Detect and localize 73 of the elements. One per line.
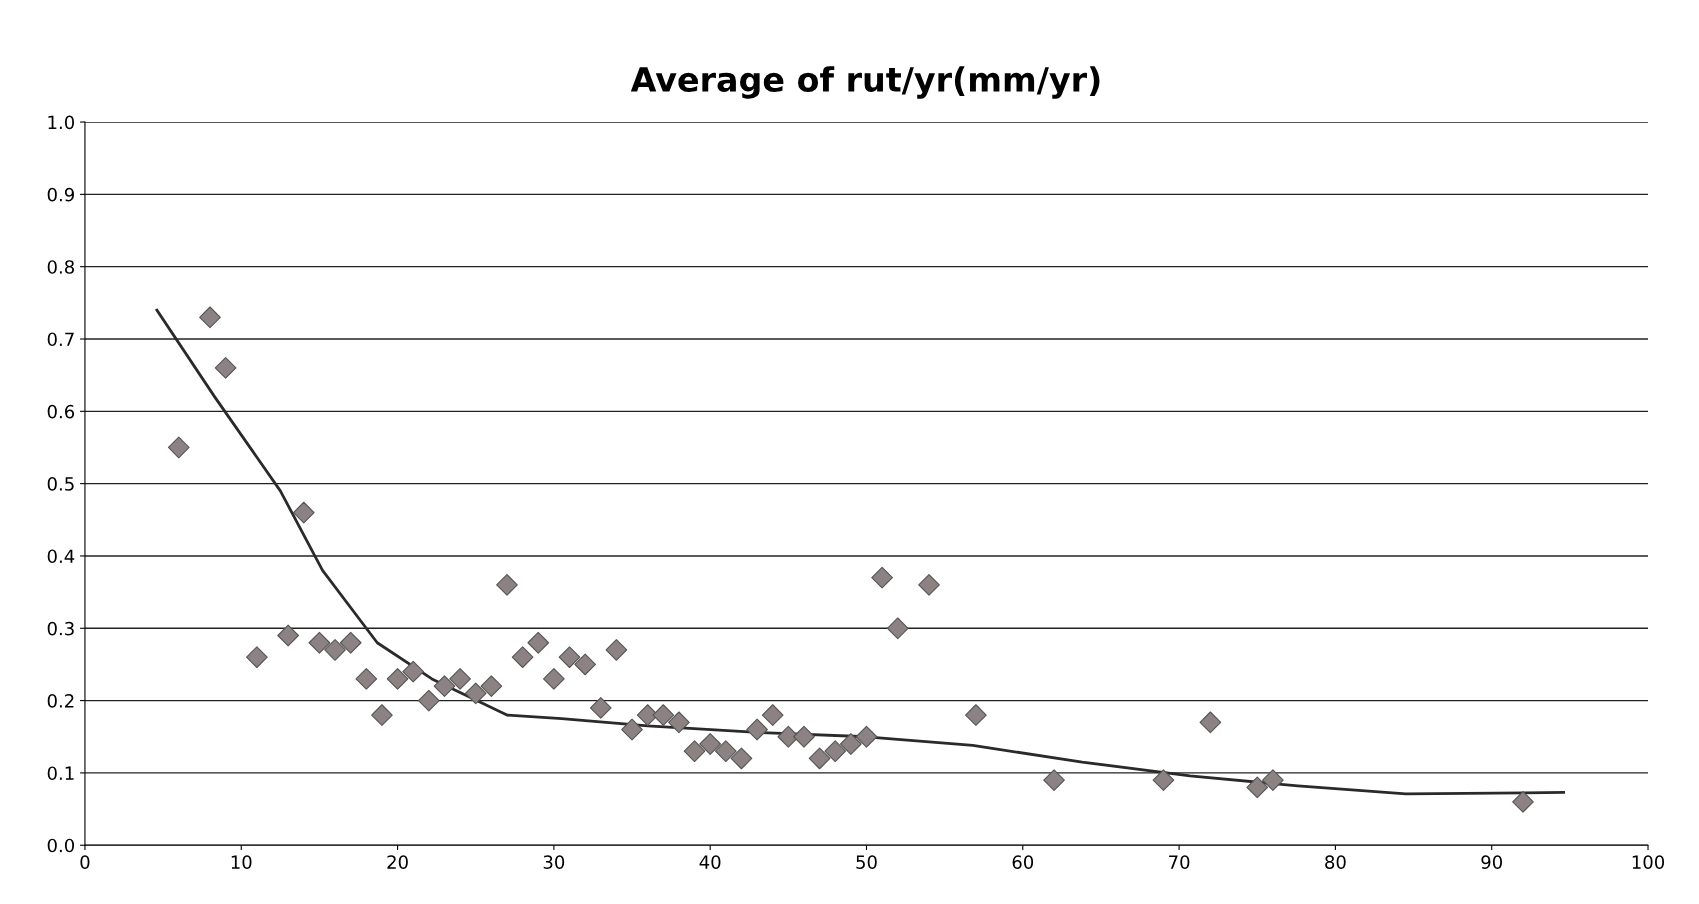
point <box>871 566 893 589</box>
x-tick-label: 100 <box>1632 855 1665 869</box>
point <box>464 682 487 705</box>
x-tick-label: 30 <box>543 855 565 869</box>
point <box>496 574 518 596</box>
point <box>433 675 456 697</box>
point <box>511 646 534 669</box>
point <box>1152 769 1175 792</box>
point <box>371 704 393 726</box>
point <box>1262 769 1284 792</box>
x-tick-label: 40 <box>699 855 721 869</box>
point <box>652 704 675 726</box>
point <box>965 704 987 726</box>
point <box>449 668 471 690</box>
point <box>402 660 425 683</box>
y-tick-label: 0.1 <box>47 766 74 781</box>
y-tick-label: 0.5 <box>47 477 74 491</box>
point <box>339 631 362 654</box>
point <box>1199 711 1222 734</box>
y-tick-label: 0.9 <box>47 187 74 202</box>
point <box>199 306 221 329</box>
point <box>527 631 550 654</box>
point <box>840 733 862 755</box>
point <box>324 639 346 661</box>
point <box>621 718 643 741</box>
y-tick-label: 0.2 <box>47 694 74 708</box>
x-tick-label: 90 <box>1481 855 1503 869</box>
point <box>214 357 237 379</box>
point <box>543 668 565 690</box>
y-tick-label: 0.6 <box>47 404 75 419</box>
point <box>605 639 628 661</box>
y-tick-label: 0.0 <box>47 838 75 853</box>
y-tick-label: 0.7 <box>47 332 74 347</box>
y-tick-label: 0.3 <box>47 621 74 636</box>
point <box>246 646 268 669</box>
point <box>167 436 190 459</box>
x-tick-label: 50 <box>856 855 877 869</box>
point <box>746 718 768 741</box>
point <box>480 675 503 697</box>
x-tick-label: 10 <box>231 855 252 869</box>
point <box>1512 790 1534 813</box>
y-tick-label: 0.8 <box>47 260 74 274</box>
point <box>355 668 378 690</box>
point <box>1246 776 1269 799</box>
point <box>886 617 909 640</box>
point <box>1043 769 1065 792</box>
point <box>761 704 784 726</box>
point <box>824 740 847 763</box>
point <box>292 501 315 524</box>
x-tick-label: 70 <box>1169 855 1190 869</box>
point <box>793 725 815 748</box>
x-tick-label: 20 <box>387 855 408 869</box>
x-tick-label: 80 <box>1325 855 1346 869</box>
y-tick-label: 1.0 <box>48 115 75 130</box>
point <box>558 646 581 669</box>
x-tick-label: 60 <box>1012 855 1034 869</box>
point <box>683 740 706 763</box>
point <box>699 733 722 755</box>
point <box>386 668 409 690</box>
point <box>417 689 440 712</box>
point <box>714 740 737 763</box>
chart-title: Average of rut/yr(mm/yr) <box>630 66 1100 99</box>
point <box>574 653 596 676</box>
point <box>668 711 690 734</box>
y-tick-label: 0.4 <box>47 549 75 564</box>
point <box>918 574 940 596</box>
point <box>308 631 331 654</box>
x-tick-label: 0 <box>80 855 90 869</box>
point <box>589 696 612 719</box>
point <box>808 747 831 770</box>
point <box>277 624 300 647</box>
point <box>730 747 753 770</box>
point <box>855 725 878 748</box>
